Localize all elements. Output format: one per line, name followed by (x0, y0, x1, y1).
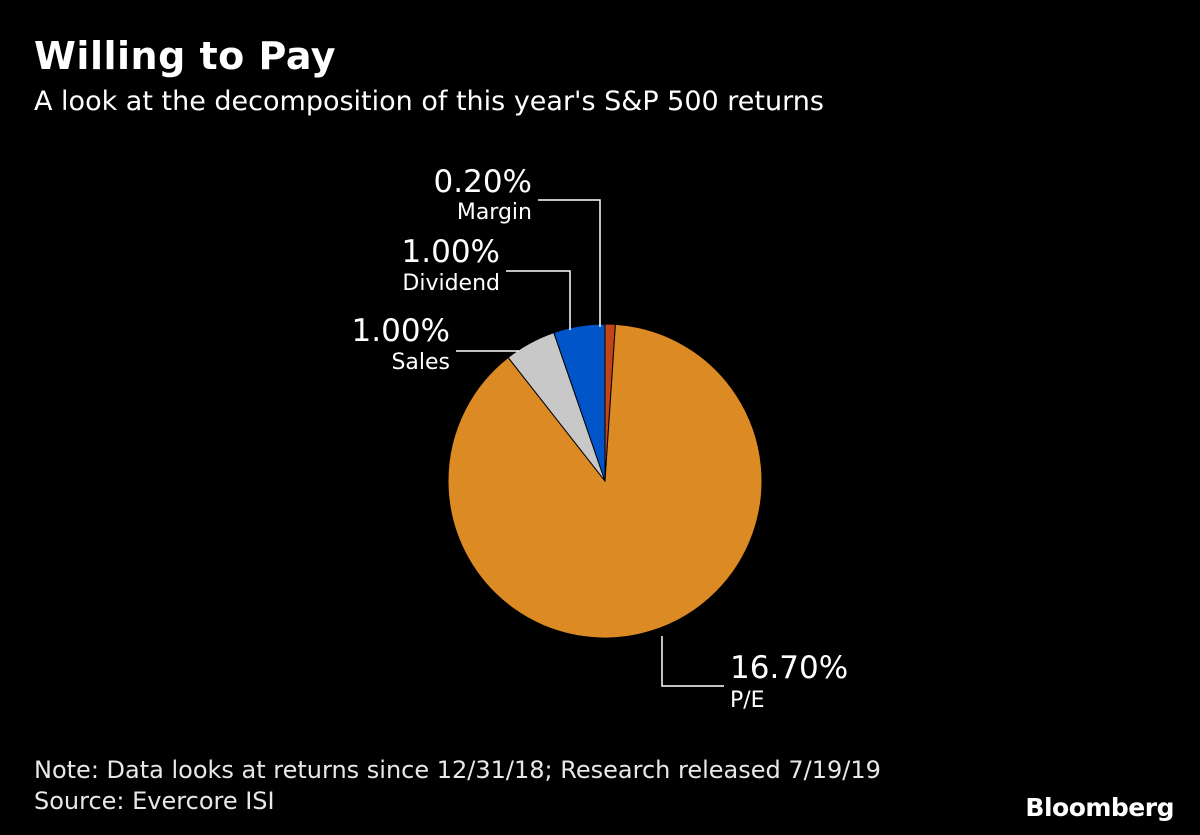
bloomberg-logo: Bloomberg (1025, 793, 1174, 822)
value-label-dividend: 1.00% (402, 234, 500, 270)
category-label-sales: Sales (391, 350, 450, 375)
pie-slice-p-e (447, 323, 763, 639)
category-label-p-e: P/E (730, 688, 765, 713)
footnote: Note: Data looks at returns since 12/31/… (34, 756, 881, 784)
category-label-margin: Margin (457, 200, 532, 225)
leader-line-dividend (506, 270, 571, 330)
value-label-sales: 1.00% (352, 313, 450, 349)
chart-subtitle: A look at the decomposition of this year… (34, 86, 824, 117)
leader-line-p-e (661, 636, 724, 687)
value-label-margin: 0.20% (434, 164, 532, 200)
pie-slice-dividend (553, 323, 606, 482)
category-label-dividend: Dividend (402, 271, 500, 296)
source-note: Source: Evercore ISI (34, 787, 275, 815)
chart-title: Willing to Pay (34, 34, 337, 78)
value-label-p-e: 16.70% (730, 650, 848, 686)
leader-line-margin (538, 199, 601, 327)
